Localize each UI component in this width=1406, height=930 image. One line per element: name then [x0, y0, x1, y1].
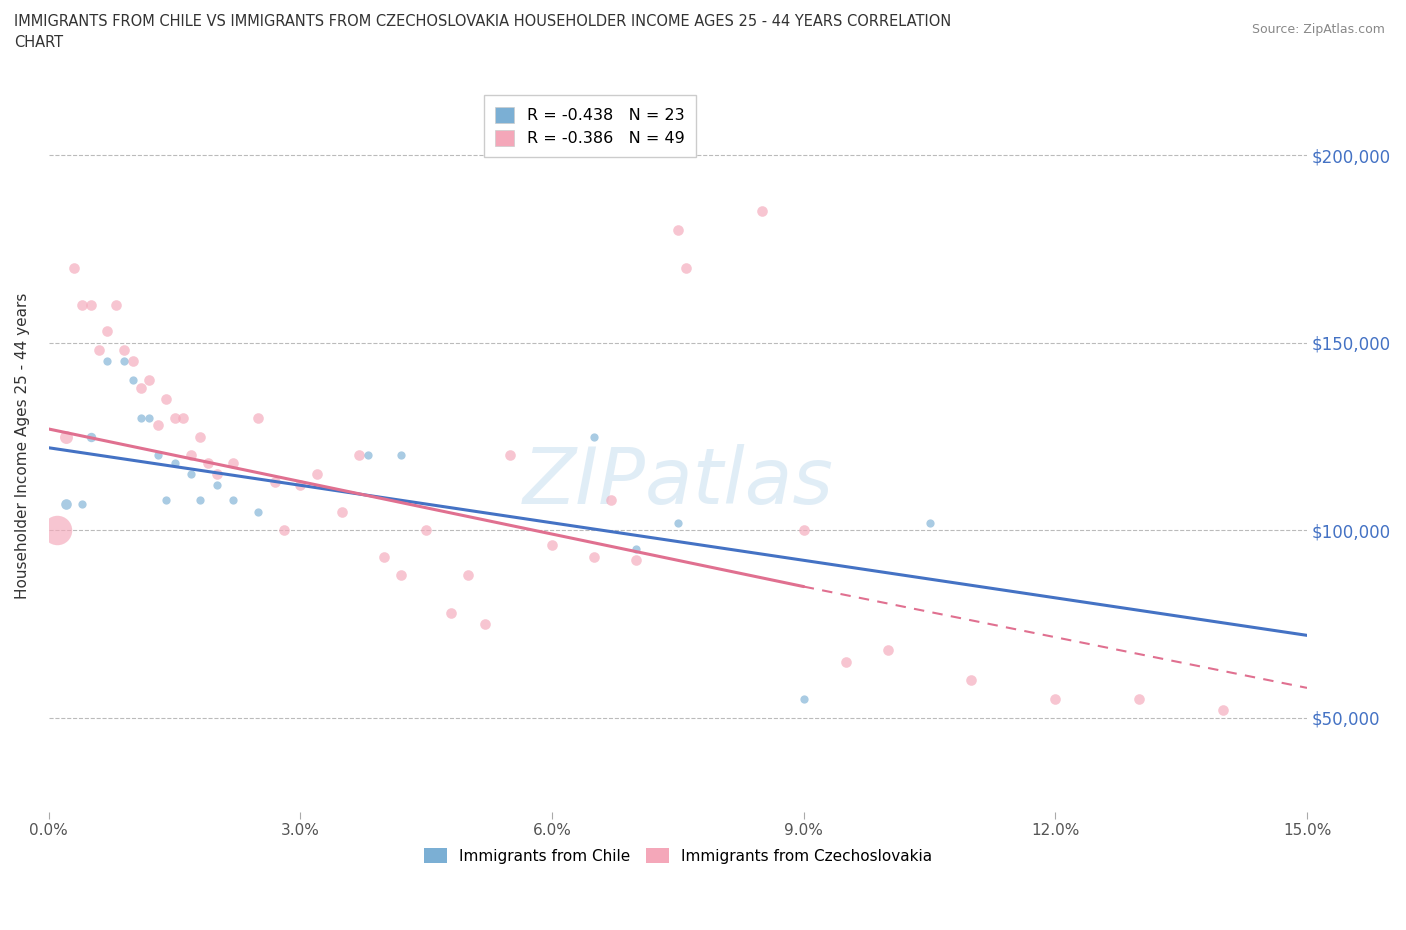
Point: [666, 515, 689, 530]
Point: [247, 410, 270, 425]
Point: [624, 541, 647, 556]
Point: [273, 523, 295, 538]
Point: [163, 456, 186, 471]
Point: [582, 429, 605, 444]
Point: [290, 478, 312, 493]
Point: [793, 523, 815, 538]
Point: [112, 354, 135, 369]
Point: [96, 324, 118, 339]
Point: [155, 493, 177, 508]
Point: [55, 497, 77, 512]
Point: [457, 568, 479, 583]
Point: [440, 605, 463, 620]
Point: [138, 373, 160, 388]
Y-axis label: Householder Income Ages 25 - 44 years: Householder Income Ages 25 - 44 years: [15, 293, 30, 599]
Point: [499, 448, 522, 463]
Point: [389, 568, 412, 583]
Point: [129, 410, 152, 425]
Point: [666, 222, 689, 237]
Point: [205, 467, 228, 482]
Point: [373, 549, 395, 564]
Point: [582, 549, 605, 564]
Point: [222, 456, 245, 471]
Point: [751, 204, 773, 219]
Point: [1212, 703, 1234, 718]
Point: [541, 538, 564, 552]
Point: [55, 429, 77, 444]
Text: Source: ZipAtlas.com: Source: ZipAtlas.com: [1251, 23, 1385, 36]
Point: [675, 260, 697, 275]
Point: [222, 493, 245, 508]
Point: [205, 478, 228, 493]
Point: [146, 448, 169, 463]
Point: [112, 343, 135, 358]
Point: [80, 298, 103, 312]
Point: [960, 673, 983, 688]
Legend: Immigrants from Chile, Immigrants from Czechoslovakia: Immigrants from Chile, Immigrants from C…: [418, 842, 938, 870]
Point: [96, 354, 118, 369]
Point: [474, 617, 496, 631]
Point: [1045, 692, 1067, 707]
Point: [389, 448, 412, 463]
Point: [72, 497, 94, 512]
Point: [138, 410, 160, 425]
Point: [1128, 692, 1150, 707]
Point: [163, 410, 186, 425]
Point: [247, 504, 270, 519]
Point: [80, 429, 103, 444]
Point: [146, 418, 169, 432]
Point: [155, 392, 177, 406]
Point: [172, 410, 194, 425]
Point: [180, 467, 202, 482]
Point: [834, 654, 856, 669]
Point: [347, 448, 370, 463]
Point: [307, 467, 329, 482]
Point: [104, 298, 127, 312]
Point: [264, 474, 287, 489]
Point: [46, 523, 69, 538]
Text: IMMIGRANTS FROM CHILE VS IMMIGRANTS FROM CZECHOSLOVAKIA HOUSEHOLDER INCOME AGES : IMMIGRANTS FROM CHILE VS IMMIGRANTS FROM…: [14, 14, 952, 29]
Point: [72, 298, 94, 312]
Point: [180, 448, 202, 463]
Point: [624, 552, 647, 567]
Point: [415, 523, 437, 538]
Point: [188, 429, 211, 444]
Point: [121, 354, 143, 369]
Point: [330, 504, 353, 519]
Point: [876, 643, 898, 658]
Point: [197, 456, 219, 471]
Text: ZIPatlas: ZIPatlas: [523, 445, 834, 521]
Text: CHART: CHART: [14, 35, 63, 50]
Point: [599, 493, 621, 508]
Point: [793, 692, 815, 707]
Point: [121, 373, 143, 388]
Point: [129, 380, 152, 395]
Point: [87, 343, 110, 358]
Point: [918, 515, 941, 530]
Point: [356, 448, 378, 463]
Point: [63, 260, 86, 275]
Point: [188, 493, 211, 508]
